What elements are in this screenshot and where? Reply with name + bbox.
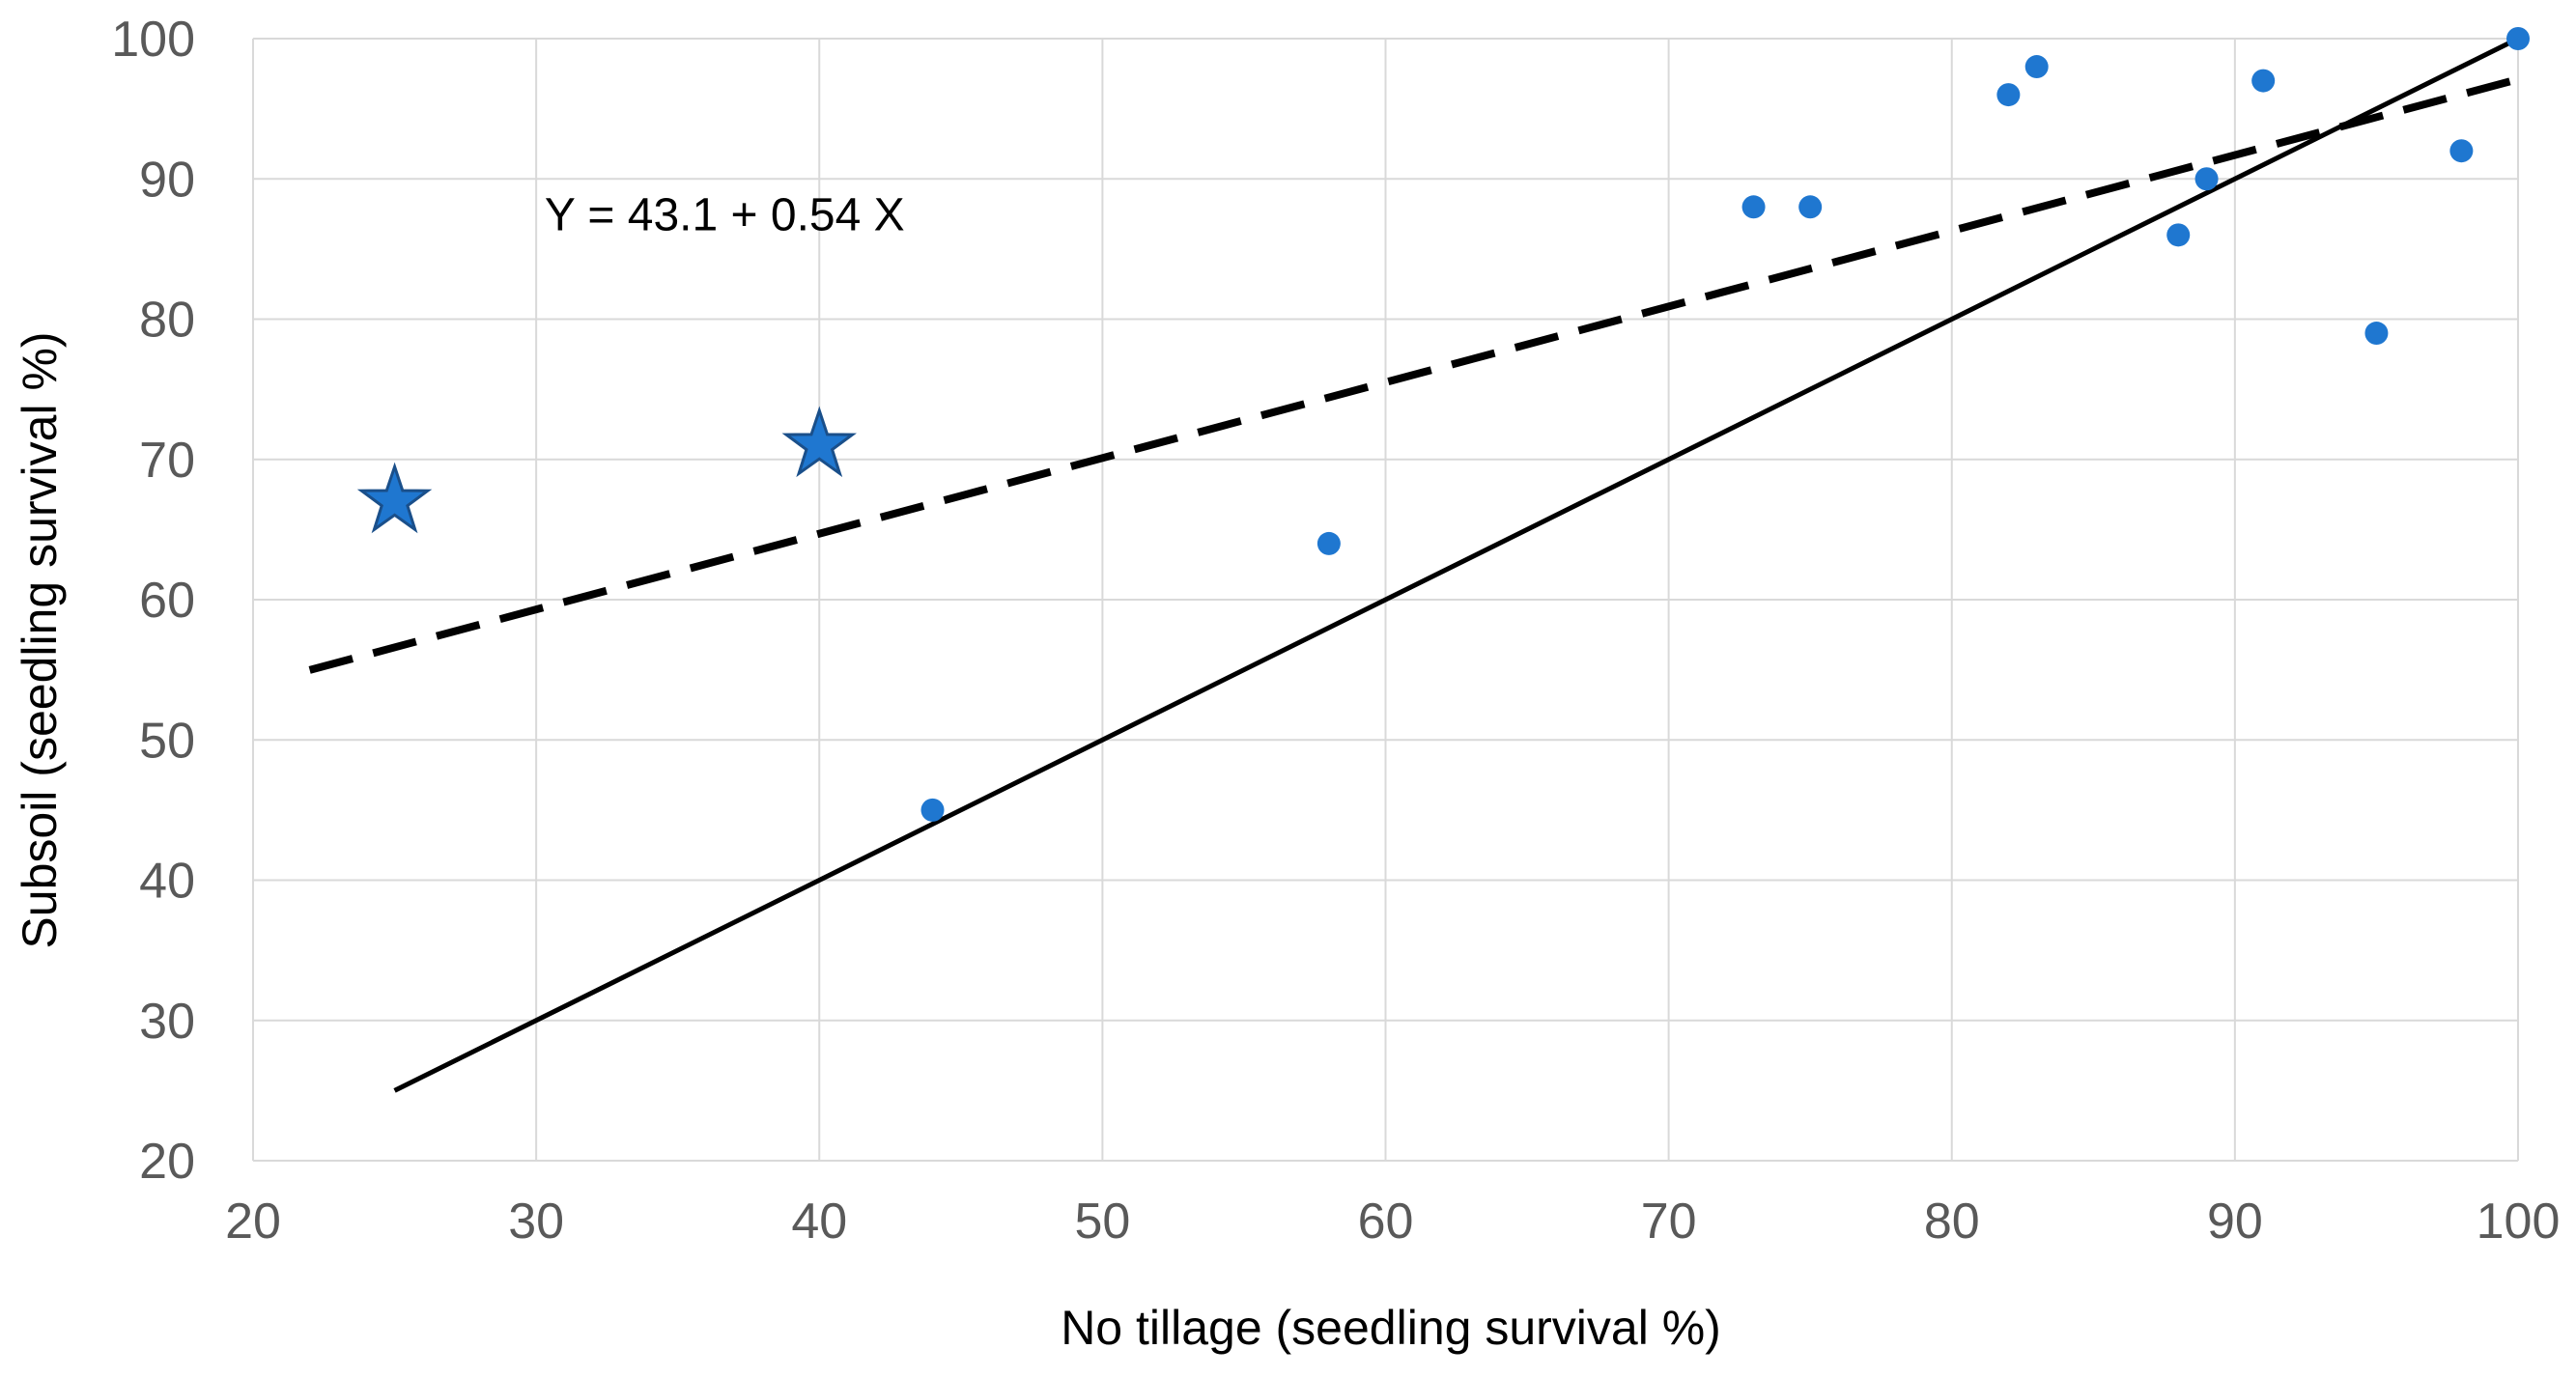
data-point bbox=[2506, 27, 2530, 50]
data-point bbox=[920, 798, 945, 822]
fit-lines bbox=[308, 36, 2520, 1093]
data-point bbox=[2251, 69, 2276, 93]
data-points bbox=[356, 27, 2530, 822]
data-point bbox=[2449, 139, 2474, 163]
data-point bbox=[2166, 223, 2191, 247]
star-data-point bbox=[781, 406, 857, 478]
x-tick-label: 80 bbox=[1924, 1194, 1980, 1250]
x-tick-label: 100 bbox=[2477, 1194, 2561, 1250]
one-to-one-line bbox=[393, 36, 2520, 1093]
y-tick-label: 50 bbox=[139, 713, 195, 769]
y-tick-label: 40 bbox=[139, 854, 195, 910]
data-point bbox=[1798, 195, 1823, 219]
regression-equation: Y = 43.1 + 0.54 X bbox=[545, 190, 905, 241]
data-point bbox=[2194, 167, 2219, 191]
y-axis-title: Subsoil (seedling survival %) bbox=[13, 331, 67, 948]
data-point bbox=[2364, 322, 2389, 346]
y-tick-label: 30 bbox=[139, 994, 195, 1050]
data-point bbox=[1996, 83, 2021, 107]
x-tick-label: 50 bbox=[1074, 1194, 1130, 1250]
x-tick-label: 30 bbox=[508, 1194, 564, 1250]
data-point bbox=[1316, 531, 1341, 555]
y-tick-label: 90 bbox=[139, 152, 195, 208]
data-point bbox=[2024, 55, 2049, 79]
x-axis-title: No tillage (seedling survival %) bbox=[1061, 1301, 1721, 1355]
regression-line bbox=[308, 75, 2520, 674]
y-axis-tick-labels: 20 30 40 50 60 70 80 90 100 bbox=[111, 12, 195, 1190]
x-tick-label: 20 bbox=[225, 1194, 281, 1250]
star-data-point bbox=[356, 462, 433, 534]
y-tick-label: 80 bbox=[139, 293, 195, 349]
y-tick-label: 70 bbox=[139, 433, 195, 489]
y-tick-label: 60 bbox=[139, 573, 195, 629]
y-tick-label: 20 bbox=[139, 1134, 195, 1190]
y-tick-label: 100 bbox=[111, 12, 195, 68]
x-tick-label: 70 bbox=[1641, 1194, 1697, 1250]
x-axis-tick-labels: 20 30 40 50 60 70 80 90 100 bbox=[225, 1194, 2560, 1250]
x-tick-label: 90 bbox=[2207, 1194, 2263, 1250]
x-tick-label: 40 bbox=[791, 1194, 847, 1250]
x-tick-label: 60 bbox=[1358, 1194, 1414, 1250]
data-point bbox=[1741, 195, 1766, 219]
